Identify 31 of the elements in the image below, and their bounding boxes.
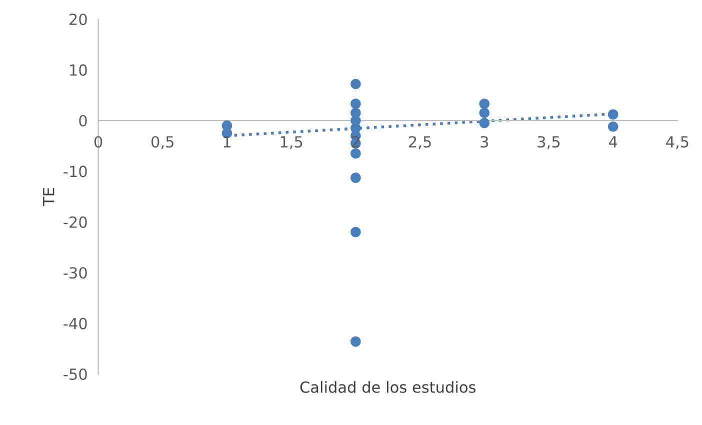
y-axis-title: TE [43,188,54,206]
y-tick-label: -10 [64,166,87,178]
point [350,336,361,347]
x-tick-label: 1,5 [280,136,302,150]
point [608,121,618,132]
point [350,98,361,109]
x-axis-title: Calidad de los estudios [300,381,476,393]
x-tick-label: 3 [480,136,488,148]
point [479,108,490,118]
point [479,118,490,128]
y-tick-label: -50 [64,368,87,380]
point [608,109,618,120]
y-tick-label: 20 [70,14,87,26]
point [350,226,361,238]
x-tick-label: 2,5 [409,136,431,150]
y-tick-label: -40 [64,318,87,330]
x-tick-label: 2 [352,136,360,148]
x-tick-label: 0 [94,136,102,148]
x-tick-label: 1 [224,136,230,148]
x-tick-label: 4,5 [666,136,688,150]
point [350,78,361,90]
x-tick-label: 4 [608,136,618,148]
y-tick-label: 10 [70,64,87,76]
point [479,98,490,109]
point [350,172,361,183]
y-tick-label: -20 [64,216,87,228]
y-tick-label: -30 [64,267,87,279]
point [350,148,361,159]
y-tick-label: 0 [79,114,87,127]
x-tick-label: 0,5 [151,136,174,150]
x-tick-label: 3,5 [538,136,560,150]
